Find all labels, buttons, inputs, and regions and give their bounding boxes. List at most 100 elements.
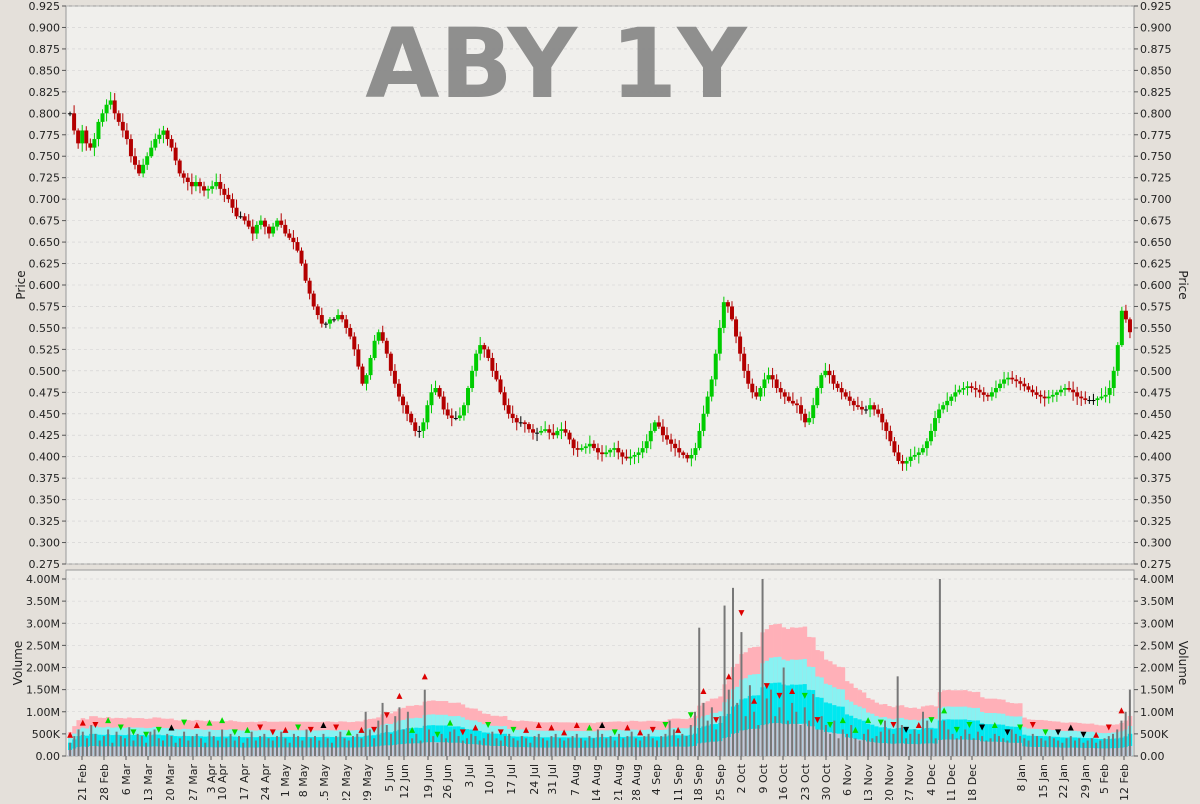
- date-tick-label: 22 May: [340, 764, 353, 800]
- volume-bar: [808, 720, 810, 756]
- volume-bar: [394, 716, 397, 756]
- candle-body: [214, 181, 219, 187]
- candle-body: [84, 130, 89, 144]
- price-tick-label: 0.925: [1140, 0, 1172, 13]
- volume-bar: [94, 733, 97, 756]
- volume-bar: [157, 738, 160, 756]
- volume-bar: [495, 738, 498, 756]
- volume-bar: [765, 698, 768, 756]
- candle-body: [1034, 392, 1039, 395]
- candle-body: [762, 379, 767, 389]
- volume-bar: [812, 694, 815, 756]
- volume-bar: [69, 742, 72, 756]
- candle-body: [108, 100, 113, 105]
- volume-bar: [444, 738, 447, 756]
- price-tick-label: 0.450: [1140, 408, 1172, 421]
- volume-bar: [736, 702, 739, 756]
- candle-body: [80, 130, 85, 144]
- candle-body: [405, 405, 410, 414]
- candle-body: [461, 405, 466, 416]
- volume-bar: [461, 740, 464, 756]
- price-tick-label: 0.400: [29, 451, 61, 464]
- candle-body: [279, 220, 284, 225]
- volume-bar: [73, 736, 76, 756]
- candle-body: [453, 418, 458, 420]
- candle-body: [567, 432, 572, 440]
- candle-body: [311, 293, 316, 307]
- candle-body: [993, 388, 998, 393]
- candle-body: [628, 456, 633, 459]
- volume-bar: [1027, 740, 1030, 756]
- volume-signal-down-marker: [92, 722, 99, 729]
- candle-body: [632, 454, 637, 457]
- candle-body: [600, 452, 605, 455]
- candle-body: [579, 448, 584, 450]
- volume-bar: [580, 738, 582, 756]
- candle-body: [226, 194, 231, 200]
- candle-body: [868, 405, 873, 410]
- volume-bar: [846, 733, 848, 756]
- date-tick-label: 27 Nov: [903, 764, 916, 800]
- date-tick-label: 31 Jul: [546, 764, 559, 795]
- volume-signal-down-marker: [713, 717, 720, 724]
- price-axis-right: 0.925 0.900 0.875 0.850 0.825 0.800 0.775 0.750…: [1134, 0, 1172, 571]
- candle-body: [299, 250, 304, 264]
- date-tick-label: 6 Nov: [841, 764, 854, 796]
- volume-bar: [681, 733, 684, 756]
- candle-body: [267, 226, 272, 234]
- price-tick-label: 0.825: [29, 86, 61, 99]
- volume-bar: [263, 733, 266, 756]
- candle-body: [392, 370, 397, 384]
- volume-bar: [499, 740, 502, 756]
- date-tick-label: 24 Jul: [528, 764, 541, 795]
- candle-body: [880, 413, 885, 423]
- volume-signal-down-marker: [231, 729, 238, 736]
- volume-bar: [710, 707, 713, 756]
- candle-body: [1119, 310, 1124, 346]
- volume-bar: [605, 738, 608, 756]
- date-tick-label: 11 Sep: [672, 764, 685, 800]
- date-tick-label: 15 Jan: [1037, 764, 1050, 798]
- volume-bar: [191, 736, 194, 756]
- volume-bar: [356, 733, 359, 756]
- volume-bar: [706, 720, 709, 756]
- volume-bar: [778, 707, 781, 756]
- volume-signal-up-marker: [548, 724, 555, 731]
- volume-bar: [415, 733, 418, 756]
- volume-bar: [1006, 740, 1009, 756]
- candle-body: [336, 315, 341, 320]
- volume-band-inner: [853, 718, 858, 756]
- date-tick-label: 21 Feb: [76, 764, 89, 800]
- candle-body: [876, 409, 881, 414]
- price-tick-label: 0.750: [29, 150, 61, 163]
- volume-signal-down-marker: [953, 726, 960, 733]
- candle-body: [933, 418, 938, 431]
- volume-signal-up-marker: [168, 724, 175, 731]
- volume-signal-down-marker: [383, 712, 390, 719]
- candle-body: [884, 422, 889, 431]
- volume-bar: [153, 729, 156, 756]
- volume-bar: [512, 738, 515, 756]
- volume-signal-up-marker: [789, 687, 796, 694]
- volume-bar: [795, 711, 798, 756]
- candle-body: [912, 454, 917, 457]
- candle-body: [1075, 392, 1080, 397]
- volume-bar: [406, 711, 409, 756]
- volume-bar: [225, 738, 228, 756]
- volume-signal-up-marker: [282, 726, 289, 733]
- candle-body: [153, 139, 158, 148]
- candle-body: [441, 396, 446, 410]
- volume-band-inner: [984, 724, 989, 756]
- candle-body: [68, 113, 73, 115]
- candle-body: [965, 386, 970, 389]
- price-tick-label: 0.700: [1140, 193, 1172, 206]
- volume-bar: [86, 738, 88, 756]
- candle-body: [356, 349, 361, 367]
- candle-body: [1107, 388, 1112, 395]
- candle-body: [843, 392, 848, 397]
- candle-body: [246, 220, 251, 227]
- price-tick-label: 0.475: [29, 386, 61, 399]
- date-tick-label: 13 Nov: [862, 764, 875, 800]
- volume-signal-down-marker: [130, 729, 137, 736]
- volume-bar: [913, 729, 916, 756]
